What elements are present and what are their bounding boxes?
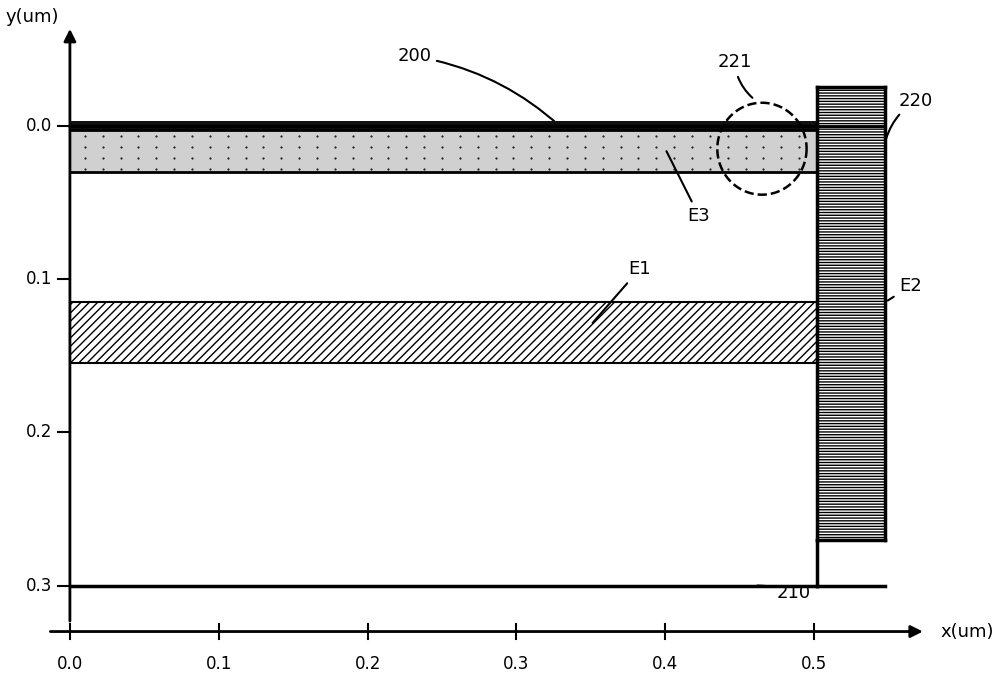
Bar [70, 130, 817, 172]
Text: 210: 210 [757, 584, 811, 602]
Text: E2: E2 [888, 277, 922, 301]
Text: y(um): y(um) [6, 8, 59, 26]
Text: 220: 220 [886, 92, 933, 139]
Text: 0.4: 0.4 [652, 654, 678, 673]
Text: 0.3: 0.3 [503, 654, 530, 673]
Text: 0.2: 0.2 [26, 423, 52, 441]
Text: 0.5: 0.5 [801, 654, 827, 673]
Text: 0.1: 0.1 [206, 654, 232, 673]
Text: x(um): x(um) [941, 623, 994, 641]
Text: 221: 221 [717, 53, 752, 98]
Text: 0.1: 0.1 [26, 270, 52, 288]
Text: E3: E3 [666, 151, 710, 224]
Bar [70, 302, 817, 363]
Bar [817, 126, 885, 539]
Text: E1: E1 [593, 260, 651, 323]
Bar [817, 126, 885, 539]
Text: 0.0: 0.0 [26, 117, 52, 135]
Text: 0.0: 0.0 [57, 654, 83, 673]
Text: 0.3: 0.3 [26, 577, 52, 595]
Bar [70, 121, 817, 130]
Bar [817, 87, 885, 126]
Text: 200: 200 [397, 47, 559, 125]
Text: 0.2: 0.2 [354, 654, 381, 673]
